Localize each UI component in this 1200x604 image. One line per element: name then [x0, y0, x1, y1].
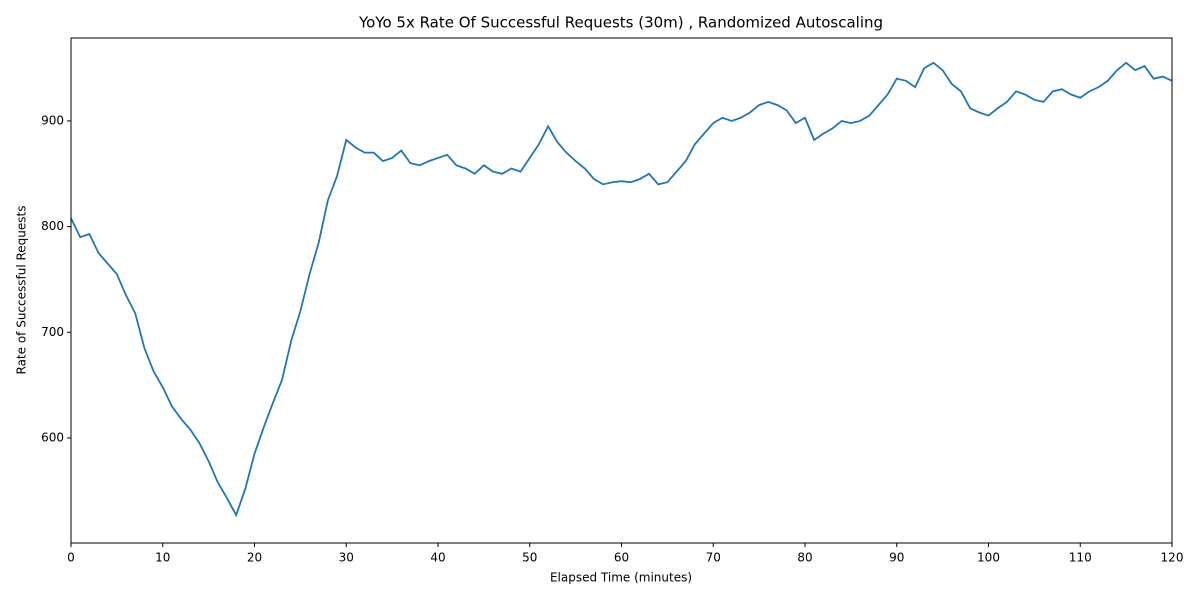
x-tick-label: 120 [1161, 551, 1184, 565]
x-tick-label: 100 [977, 551, 1000, 565]
x-axis-label: Elapsed Time (minutes) [550, 571, 692, 585]
x-tick-label: 50 [522, 551, 537, 565]
chart-title: YoYo 5x Rate Of Successful Requests (30m… [358, 14, 883, 32]
x-tick-label: 30 [339, 551, 354, 565]
y-axis-label: Rate of Successful Requests [15, 206, 29, 375]
x-tick-label: 110 [1069, 551, 1092, 565]
x-tick-label: 70 [706, 551, 721, 565]
y-tick-label: 800 [41, 219, 64, 233]
x-tick-label: 40 [430, 551, 445, 565]
x-tick-label: 20 [247, 551, 262, 565]
y-tick-label: 900 [41, 113, 64, 127]
x-tick-label: 10 [155, 551, 170, 565]
x-tick-label: 60 [614, 551, 629, 565]
x-tick-label: 80 [797, 551, 812, 565]
y-tick-label: 700 [41, 325, 64, 339]
plot-frame [70, 37, 1173, 544]
y-tick-label: 600 [41, 430, 64, 444]
x-tick-label: 90 [889, 551, 904, 565]
data-line [70, 61, 1173, 518]
x-tick-label: 0 [67, 551, 75, 565]
